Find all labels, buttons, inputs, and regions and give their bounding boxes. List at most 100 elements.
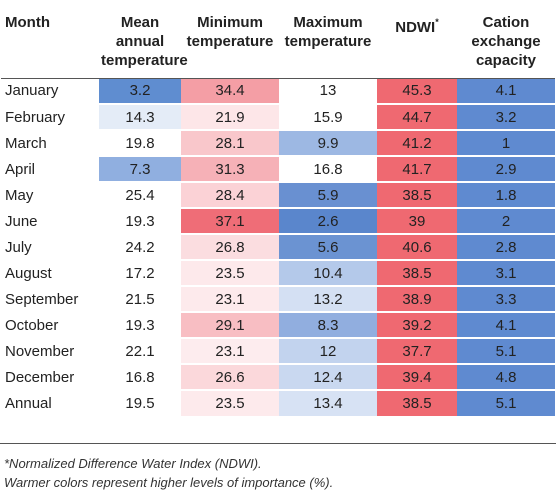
min-cell: 26.8: [181, 233, 279, 260]
bottom-rule: [0, 443, 556, 444]
month-cell: August: [1, 259, 99, 286]
month-cell: October: [1, 311, 99, 338]
min-cell: 21.9: [181, 103, 279, 130]
min-cell: 26.6: [181, 363, 279, 390]
cec-cell: 3.3: [457, 285, 555, 312]
ndwi-cell: 39: [377, 207, 457, 234]
table-row: October 19.3 29.1 8.3 39.2 4.1: [1, 311, 555, 338]
min-cell: 37.1: [181, 207, 279, 234]
mean-cell: 14.3: [99, 103, 181, 130]
month-cell: December: [1, 363, 99, 390]
max-cell: 12.4: [279, 363, 377, 390]
header-maximum-temperature: Maximum temperature: [284, 14, 372, 50]
mean-cell: 3.2: [99, 77, 181, 104]
month-cell: Annual: [1, 389, 99, 416]
month-cell: November: [1, 337, 99, 364]
min-cell: 31.3: [181, 155, 279, 182]
header-mean-annual-temperature: Mean annual temperature: [101, 14, 188, 69]
mean-cell: 19.8: [99, 129, 181, 156]
mean-cell: 22.1: [99, 337, 181, 364]
month-cell: July: [1, 233, 99, 260]
max-cell: 15.9: [279, 103, 377, 130]
cec-cell: 3.1: [457, 259, 555, 286]
cec-cell: 1.8: [457, 181, 555, 208]
max-cell: 10.4: [279, 259, 377, 286]
ndwi-cell: 45.3: [377, 77, 457, 104]
footnote-ndwi: *Normalized Difference Water Index (NDWI…: [4, 456, 262, 471]
min-cell: 28.4: [181, 181, 279, 208]
header-ndwi-footnote-mark: *: [435, 17, 439, 27]
ndwi-cell: 38.5: [377, 389, 457, 416]
ndwi-cell: 40.6: [377, 233, 457, 260]
max-cell: 8.3: [279, 311, 377, 338]
ndwi-cell: 37.7: [377, 337, 457, 364]
max-cell: 13: [279, 77, 377, 104]
table-row: February 14.3 21.9 15.9 44.7 3.2: [1, 103, 555, 130]
ndwi-cell: 38.5: [377, 259, 457, 286]
month-cell: February: [1, 103, 99, 130]
cec-cell: 4.1: [457, 311, 555, 338]
table-row: July 24.2 26.8 5.6 40.6 2.8: [1, 233, 555, 260]
table-body: January 3.2 34.4 13 45.3 4.1 February 14.3 21.9 1…: [1, 77, 555, 416]
month-cell: September: [1, 285, 99, 312]
month-cell: January: [1, 77, 99, 104]
max-cell: 13.4: [279, 389, 377, 416]
min-cell: 34.4: [181, 77, 279, 104]
header-month: Month: [5, 14, 50, 31]
cec-cell: 1: [457, 129, 555, 156]
footnote-color-legend: Warmer colors represent higher levels of…: [4, 475, 334, 490]
min-cell: 29.1: [181, 311, 279, 338]
table-row: November 22.1 23.1 12 37.7 5.1: [1, 337, 555, 364]
table-row: December 16.8 26.6 12.4 39.4 4.8: [1, 363, 555, 390]
cec-cell: 2.9: [457, 155, 555, 182]
mean-cell: 7.3: [99, 155, 181, 182]
max-cell: 5.6: [279, 233, 377, 260]
max-cell: 9.9: [279, 129, 377, 156]
cec-cell: 4.8: [457, 363, 555, 390]
min-cell: 23.5: [181, 259, 279, 286]
table-row: May 25.4 28.4 5.9 38.5 1.8: [1, 181, 555, 208]
min-cell: 28.1: [181, 129, 279, 156]
mean-cell: 19.3: [99, 311, 181, 338]
mean-cell: 17.2: [99, 259, 181, 286]
mean-cell: 19.3: [99, 207, 181, 234]
table-row: August 17.2 23.5 10.4 38.5 3.1: [1, 259, 555, 286]
importance-table-container: Month Mean annual temperature Minimum te…: [1, 0, 555, 416]
max-cell: 12: [279, 337, 377, 364]
mean-cell: 24.2: [99, 233, 181, 260]
max-cell: 5.9: [279, 181, 377, 208]
table-row: June 19.3 37.1 2.6 39 2: [1, 207, 555, 234]
ndwi-cell: 38.9: [377, 285, 457, 312]
max-cell: 13.2: [279, 285, 377, 312]
table-row: September 21.5 23.1 13.2 38.9 3.3: [1, 285, 555, 312]
header-cation-exchange-capacity: Cation exchange capacity: [471, 14, 541, 69]
min-cell: 23.5: [181, 389, 279, 416]
min-cell: 23.1: [181, 285, 279, 312]
month-cell: April: [1, 155, 99, 182]
cec-cell: 5.1: [457, 389, 555, 416]
table-row: Annual 19.5 23.5 13.4 38.5 5.1: [1, 389, 555, 416]
ndwi-cell: 39.2: [377, 311, 457, 338]
month-cell: May: [1, 181, 99, 208]
min-cell: 23.1: [181, 337, 279, 364]
max-cell: 16.8: [279, 155, 377, 182]
header-ndwi-label: NDWI: [395, 19, 436, 36]
importance-table: Month Mean annual temperature Minimum te…: [1, 0, 555, 416]
max-cell: 2.6: [279, 207, 377, 234]
month-cell: March: [1, 129, 99, 156]
cec-cell: 2: [457, 207, 555, 234]
mean-cell: 25.4: [99, 181, 181, 208]
cec-cell: 5.1: [457, 337, 555, 364]
ndwi-cell: 39.4: [377, 363, 457, 390]
header-row: Month Mean annual temperature Minimum te…: [1, 0, 555, 78]
month-cell: June: [1, 207, 99, 234]
table-row: March 19.8 28.1 9.9 41.2 1: [1, 129, 555, 156]
table-row: January 3.2 34.4 13 45.3 4.1: [1, 77, 555, 104]
header-ndwi: NDWI*: [377, 0, 457, 78]
mean-cell: 16.8: [99, 363, 181, 390]
ndwi-cell: 44.7: [377, 103, 457, 130]
mean-cell: 21.5: [99, 285, 181, 312]
mean-cell: 19.5: [99, 389, 181, 416]
cec-cell: 4.1: [457, 77, 555, 104]
ndwi-cell: 41.2: [377, 129, 457, 156]
